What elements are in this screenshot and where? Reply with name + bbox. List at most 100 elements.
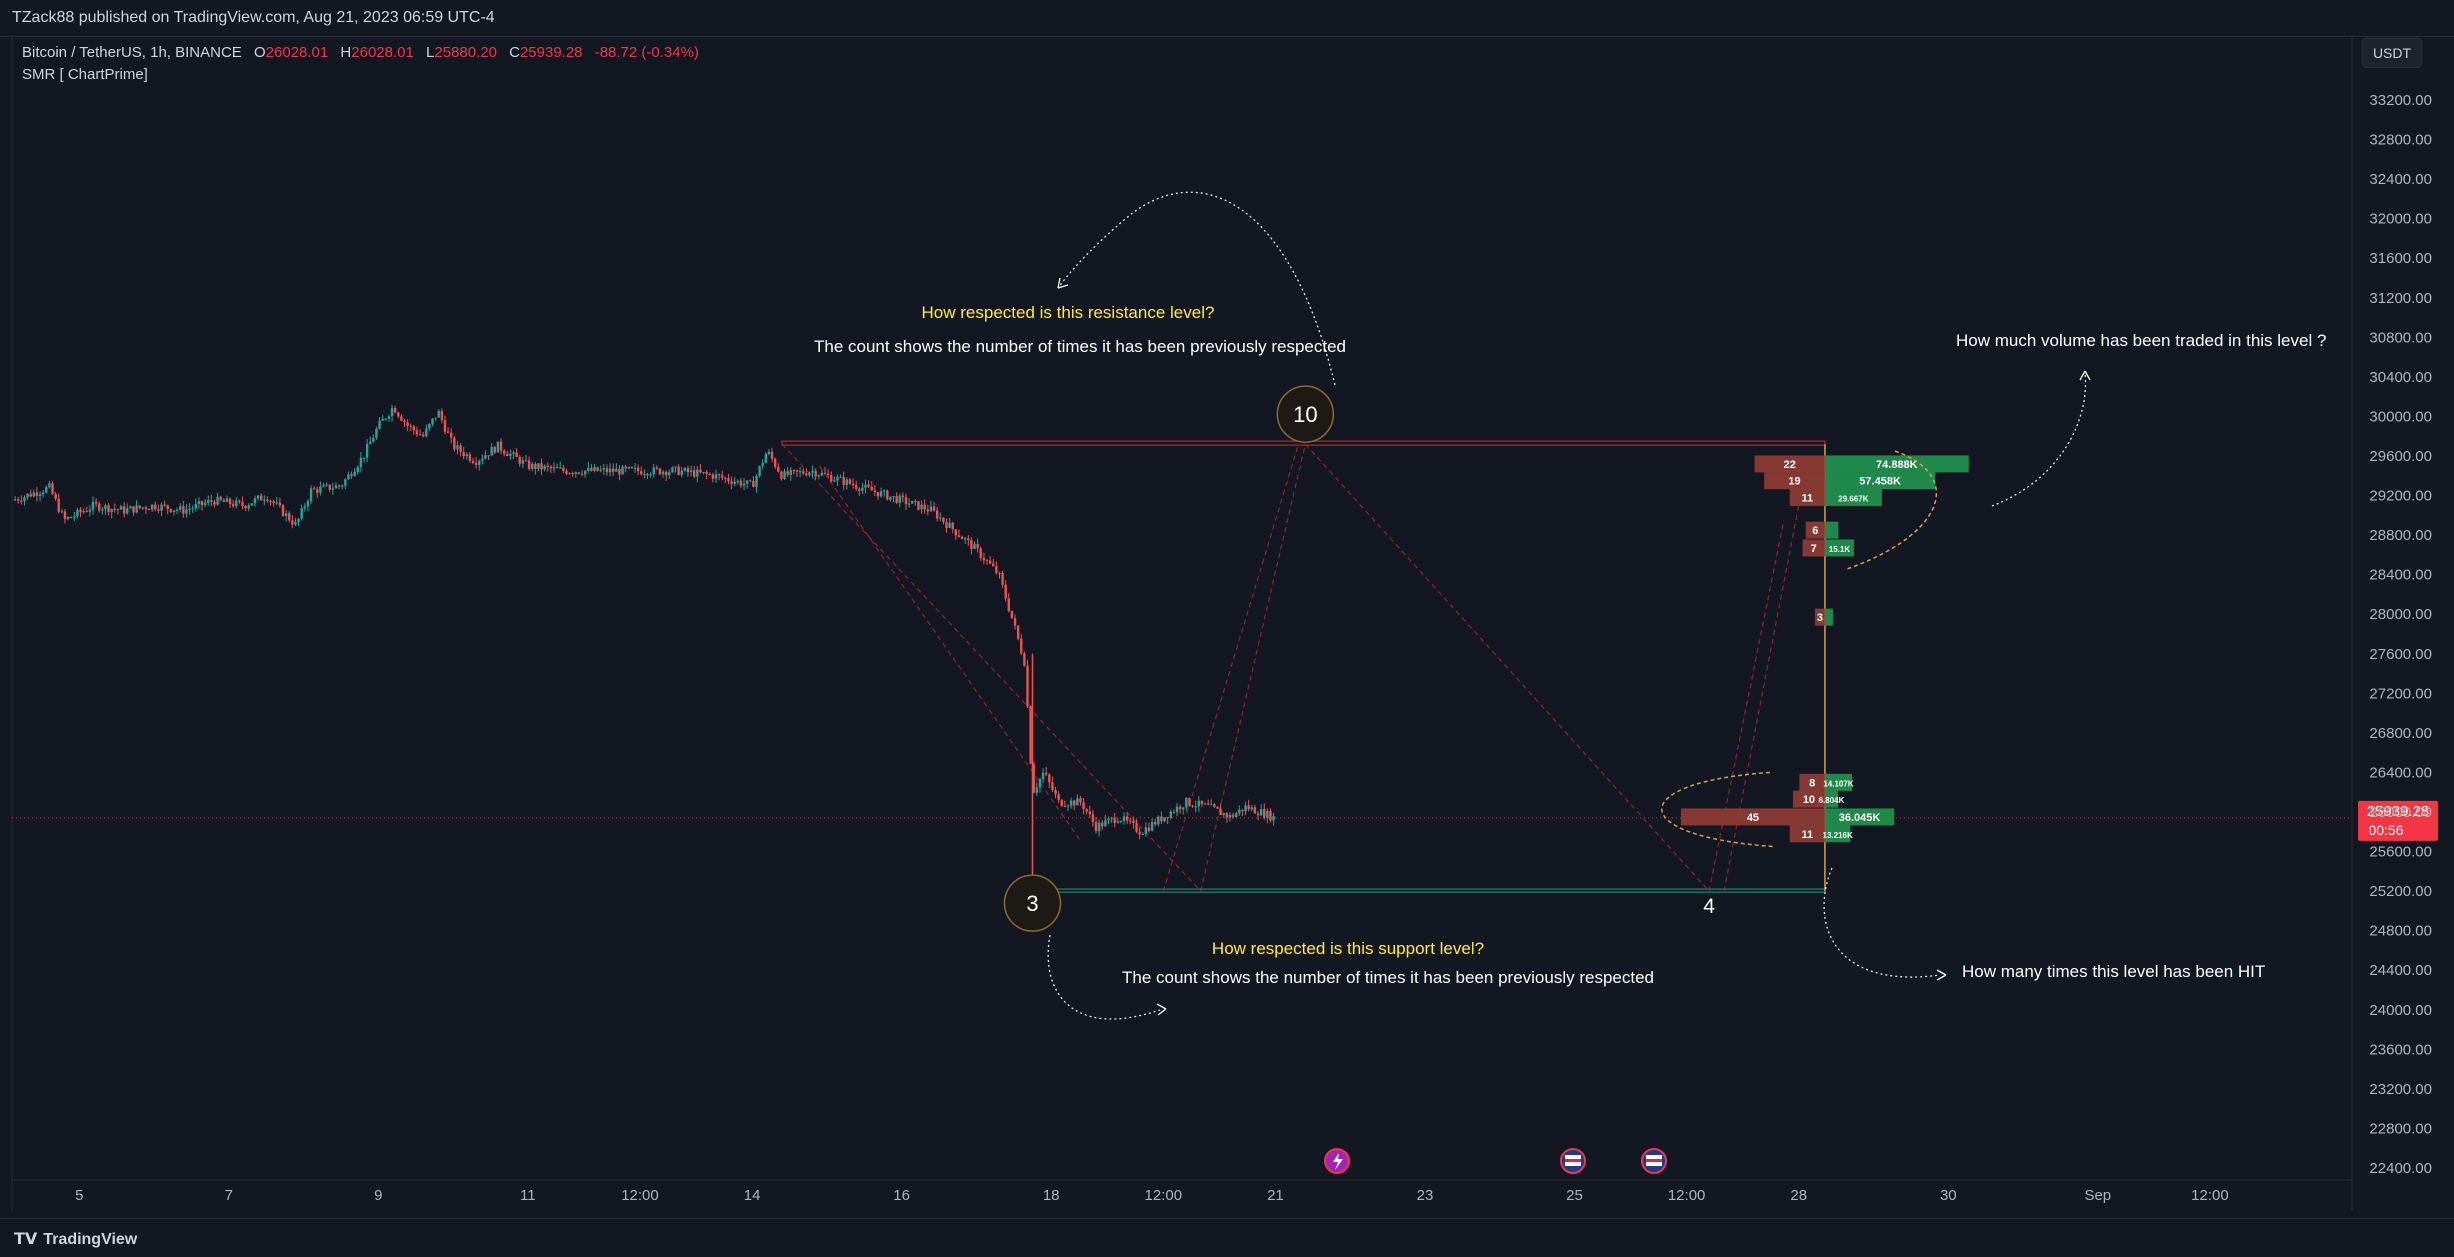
candle-body	[640, 471, 643, 475]
volume-bar[interactable]	[1824, 472, 1936, 490]
hits-bar[interactable]	[1814, 608, 1825, 626]
candle-body	[602, 468, 606, 470]
volume-bar[interactable]	[1824, 790, 1839, 808]
candle-body	[185, 509, 188, 514]
candle-body	[169, 508, 173, 512]
candle-body	[1138, 831, 1141, 835]
candle-body	[147, 509, 151, 511]
candle-body	[870, 486, 873, 491]
support-count-circle[interactable]	[1003, 874, 1062, 932]
hits-bar[interactable]	[1789, 489, 1825, 507]
candle-body	[1094, 821, 1098, 832]
hits-bar[interactable]	[1680, 808, 1825, 826]
resistance-count-circle[interactable]	[1276, 385, 1335, 443]
arrow-head	[1936, 969, 1947, 981]
candle-body	[898, 495, 901, 503]
candle-body	[1210, 804, 1213, 806]
current-price-tag[interactable]	[2358, 800, 2438, 841]
hits-bar[interactable]	[1792, 790, 1825, 808]
candle-body	[923, 504, 926, 510]
currency-button[interactable]: USDT	[2362, 38, 2422, 68]
candle-body	[235, 500, 238, 507]
hits-bar[interactable]	[1789, 825, 1825, 843]
bar-countdown: 00:56	[2368, 822, 2403, 838]
candle-body	[409, 425, 412, 427]
x-tick-label: 12:00	[1668, 1187, 1706, 1204]
candle-body	[203, 502, 207, 505]
candle-body	[1119, 821, 1123, 823]
candle-body	[596, 467, 599, 471]
candle-body	[789, 469, 792, 476]
support-level-line[interactable]	[1031, 888, 1826, 893]
candle-body	[935, 510, 939, 519]
candle-body	[733, 481, 736, 484]
candle-body	[636, 467, 640, 472]
volume-bar[interactable]	[1824, 521, 1839, 539]
candle-body	[861, 487, 864, 491]
candle-body	[73, 516, 76, 518]
tradingview-logo[interactable]: 𝗧𝗩 TradingView	[14, 1229, 137, 1249]
candle-body	[509, 453, 512, 456]
volume-bar[interactable]	[1824, 539, 1854, 557]
candle-body	[484, 455, 487, 459]
candle-body	[281, 505, 285, 516]
candle-body	[487, 455, 490, 457]
indicator-name[interactable]: SMR [ ChartPrime]	[22, 66, 148, 83]
candle-body	[664, 471, 668, 476]
candle-body	[780, 471, 783, 479]
candle-body	[85, 511, 88, 513]
candle-body	[527, 460, 531, 469]
candle-body	[415, 430, 419, 435]
volume-label: 36.045K	[1839, 812, 1881, 824]
hits-bar[interactable]	[1754, 455, 1825, 473]
y-tick-label: 29200.00	[2369, 488, 2432, 505]
volume-bar[interactable]	[1824, 489, 1882, 507]
volume-bar[interactable]	[1824, 455, 1969, 473]
candle-body	[549, 466, 553, 469]
candle-body	[1154, 821, 1157, 825]
candle-body	[764, 454, 768, 464]
candle-body	[260, 495, 263, 501]
candle-body	[101, 509, 104, 511]
y-tick-label: 24400.00	[2369, 962, 2432, 979]
candle-body	[1032, 763, 1035, 793]
volume-bar[interactable]	[1824, 825, 1851, 843]
candle-body	[241, 501, 244, 506]
candle-body	[1141, 834, 1144, 836]
volume-bar[interactable]	[1824, 808, 1895, 826]
candle-body	[1150, 821, 1154, 831]
hits-bar[interactable]	[1805, 521, 1825, 539]
candle-body	[1066, 805, 1070, 807]
hits-bar[interactable]	[1764, 472, 1825, 490]
candle-body	[886, 490, 889, 500]
resistance-annotation-body: The count shows the number of times it h…	[814, 337, 1346, 356]
candle-body	[160, 504, 163, 511]
candle-body	[104, 505, 107, 510]
candle-body	[1235, 813, 1238, 818]
hits-bar[interactable]	[1799, 773, 1825, 791]
candle-body	[814, 470, 817, 477]
us-flag-stripe	[1646, 1159, 1662, 1162]
touch-line	[1162, 445, 1299, 892]
candle-body	[783, 471, 786, 479]
candle-body	[32, 492, 36, 497]
candle-body	[154, 504, 157, 510]
candle-body	[98, 503, 101, 511]
volume-bar[interactable]	[1824, 608, 1833, 626]
candle-body	[699, 469, 702, 473]
candle-body	[163, 504, 166, 506]
candle-body	[895, 496, 898, 503]
hits-bar[interactable]	[1802, 539, 1825, 557]
price-chart[interactable]: 22 74.888K 19 57.458K 11 29.667K 6 7 15.1K 3 8 14.1…	[0, 0, 2454, 1218]
y-tick-label: 28000.00	[2369, 606, 2432, 623]
candle-body	[45, 487, 48, 493]
candle-body	[375, 428, 378, 438]
candle-body	[256, 495, 260, 499]
volume-bar[interactable]	[1824, 773, 1853, 791]
candle-body	[1069, 800, 1073, 806]
symbol-name[interactable]: Bitcoin / TetherUS, 1h, BINANCE	[22, 44, 242, 61]
candle-body	[381, 418, 384, 421]
candle-body	[141, 507, 145, 509]
candle-body	[555, 467, 559, 469]
x-tick-label: 14	[744, 1187, 761, 1204]
